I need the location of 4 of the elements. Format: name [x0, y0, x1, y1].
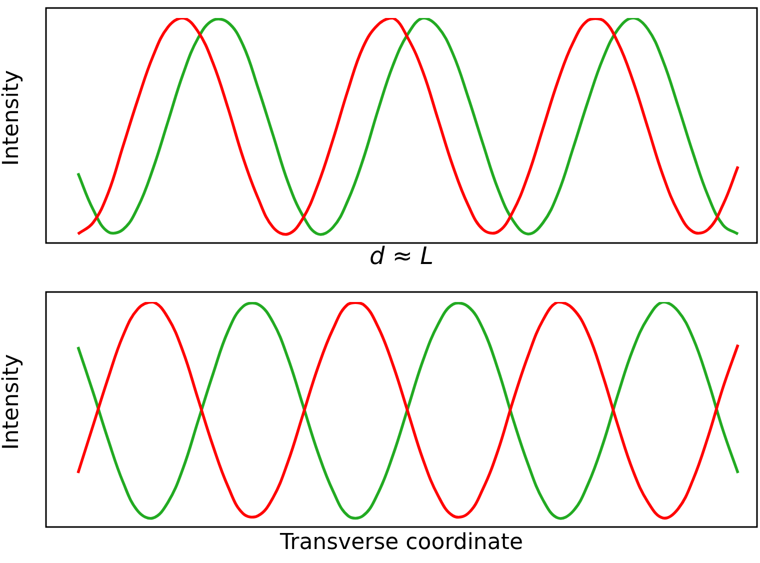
x-axis-title: Transverse coordinate [278, 530, 524, 555]
y-axis-title: Intensity [0, 353, 25, 452]
y-axis-title: Intensity [0, 69, 25, 168]
x-axis-title: d ≈ L [368, 242, 434, 270]
